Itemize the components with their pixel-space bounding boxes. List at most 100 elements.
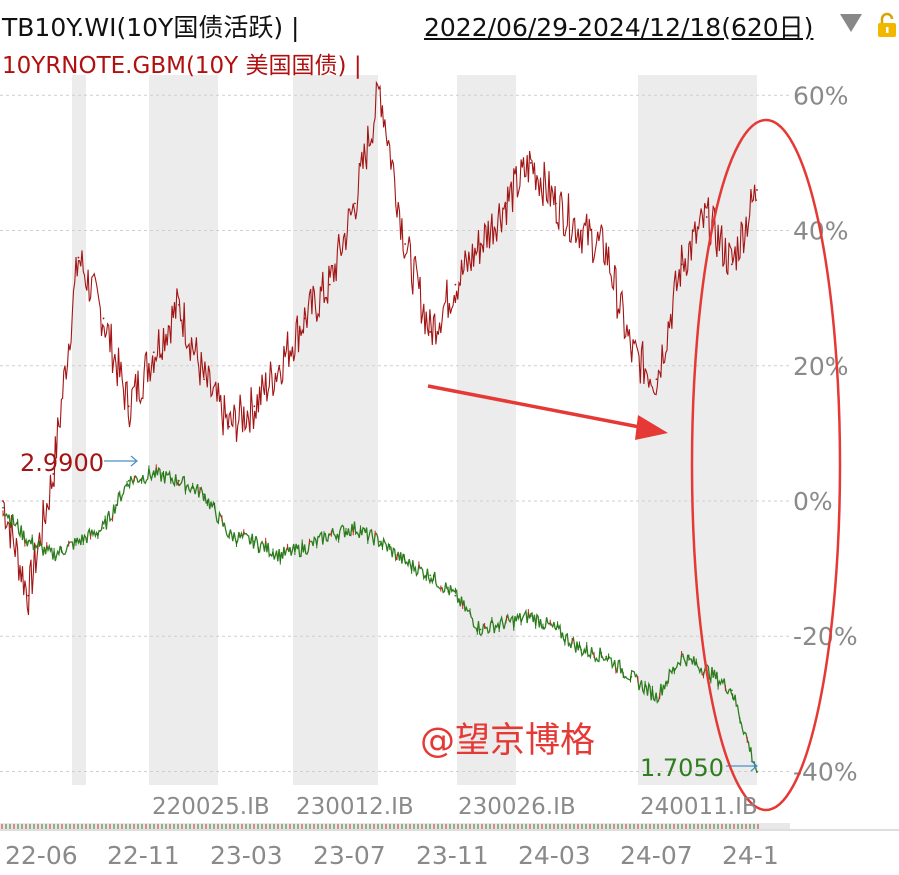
- data-point-us10y: [203, 378, 205, 381]
- data-point-cn10y: [605, 655, 608, 658]
- data-point-cn10y: [228, 533, 231, 536]
- data-point-us10y: [52, 473, 55, 475]
- date-range-link[interactable]: 2022/06/29-2024/12/18(620日): [424, 13, 814, 42]
- data-point-us10y: [328, 283, 331, 286]
- data-point-cn10y: [429, 574, 432, 577]
- title-separator: |: [346, 53, 362, 79]
- y-tick-label: 20%: [793, 352, 849, 381]
- dropdown-triangle-icon[interactable]: [840, 14, 862, 32]
- data-point-cn10y: [353, 527, 356, 529]
- annotation-arrowhead: [635, 415, 668, 440]
- data-point-cn10y: [27, 540, 30, 543]
- data-point-cn10y: [127, 479, 130, 482]
- data-point-cn10y: [630, 675, 633, 678]
- contract-band: [457, 75, 516, 785]
- data-point-cn10y: [253, 540, 256, 543]
- data-point-cn10y: [77, 540, 80, 543]
- data-point-us10y: [680, 263, 683, 266]
- series2-title: 10YRNOTE.GBM(10Y 美国国债) |: [2, 46, 362, 80]
- series1-title-text: TB10Y.WI(10Y国债活跃): [2, 13, 284, 42]
- data-point-cn10y: [203, 493, 205, 496]
- data-point-cn10y: [680, 655, 683, 658]
- contract-label: 220025.IB: [152, 794, 270, 820]
- series-line-cn10y: [2, 466, 758, 774]
- data-point-us10y: [705, 216, 708, 218]
- end-label-arrowhead: [750, 760, 758, 772]
- start-value-label: 2.9900: [20, 449, 104, 477]
- x-tick-label: 24-07: [620, 841, 693, 870]
- data-point-cn10y: [529, 615, 532, 617]
- x-tick-label: 22-11: [107, 841, 180, 870]
- data-point-us10y: [404, 243, 407, 245]
- contract-label: 230012.IB: [296, 794, 414, 820]
- data-point-us10y: [178, 304, 180, 306]
- x-tick-label: 23-03: [210, 841, 283, 870]
- y-tick-label: 60%: [793, 81, 849, 110]
- x-tick-label: 24-1: [722, 841, 779, 870]
- end-value-label: 1.7050: [640, 754, 724, 782]
- annotation-arrow: [427, 384, 656, 432]
- data-point-us10y: [152, 351, 155, 354]
- data-point-us10y: [605, 249, 608, 252]
- data-point-cn10y: [102, 527, 105, 529]
- data-point-cn10y: [555, 628, 557, 631]
- data-point-us10y: [2, 500, 4, 502]
- title-separator: |: [283, 13, 300, 42]
- data-point-cn10y: [454, 594, 457, 597]
- data-point-cn10y: [504, 621, 507, 624]
- data-point-us10y: [102, 317, 105, 320]
- data-point-us10y: [278, 364, 281, 367]
- contract-band: [293, 75, 378, 785]
- data-point-us10y: [429, 331, 432, 333]
- data-point-us10y: [479, 243, 482, 245]
- x-tick-label: 23-07: [313, 841, 386, 870]
- data-point-cn10y: [52, 554, 55, 556]
- data-point-us10y: [529, 162, 532, 164]
- lock-icon[interactable]: [876, 12, 898, 38]
- data-point-us10y: [27, 594, 30, 597]
- data-point-cn10y: [404, 560, 407, 563]
- data-point-cn10y: [479, 628, 482, 631]
- data-point-cn10y: [756, 770, 758, 773]
- data-point-cn10y: [178, 479, 180, 482]
- data-point-cn10y: [278, 554, 281, 556]
- data-point-us10y: [504, 202, 507, 205]
- data-point-cn10y: [303, 547, 306, 550]
- contract-band: [149, 75, 218, 785]
- series1-title: TB10Y.WI(10Y国债活跃) |: [2, 8, 299, 44]
- data-point-cn10y: [379, 540, 381, 543]
- x-tick-label: 23-11: [416, 841, 489, 870]
- data-point-cn10y: [580, 648, 582, 651]
- contract-label: 230026.IB: [458, 794, 576, 820]
- data-point-cn10y: [2, 506, 4, 509]
- contract-label: 240011.IB: [640, 794, 758, 820]
- data-point-cn10y: [328, 533, 331, 536]
- data-point-us10y: [756, 189, 758, 191]
- volume-strip: [0, 823, 790, 829]
- data-point-us10y: [555, 202, 557, 205]
- data-point-cn10y: [730, 689, 733, 692]
- data-point-us10y: [127, 405, 130, 408]
- series-line-us10y: [2, 80, 758, 616]
- series2-title-text: 10YRNOTE.GBM(10Y 美国国债): [2, 53, 347, 79]
- start-label-arrowhead: [130, 455, 138, 467]
- data-point-us10y: [228, 425, 231, 428]
- data-point-us10y: [379, 87, 381, 90]
- watermark-text: @望京博格: [420, 721, 595, 761]
- contract-band: [72, 75, 86, 785]
- x-tick-label: 22-06: [5, 841, 78, 870]
- x-tick-label: 24-03: [518, 841, 591, 870]
- y-tick-label: -20%: [793, 622, 858, 651]
- data-point-us10y: [630, 351, 633, 354]
- data-point-us10y: [303, 317, 306, 320]
- data-point-cn10y: [152, 473, 155, 475]
- data-point-us10y: [655, 378, 658, 381]
- data-point-us10y: [77, 256, 80, 259]
- y-tick-label: 0%: [793, 487, 833, 516]
- data-point-us10y: [580, 229, 582, 232]
- data-point-us10y: [253, 405, 256, 408]
- data-point-us10y: [454, 283, 457, 286]
- data-point-us10y: [730, 263, 733, 266]
